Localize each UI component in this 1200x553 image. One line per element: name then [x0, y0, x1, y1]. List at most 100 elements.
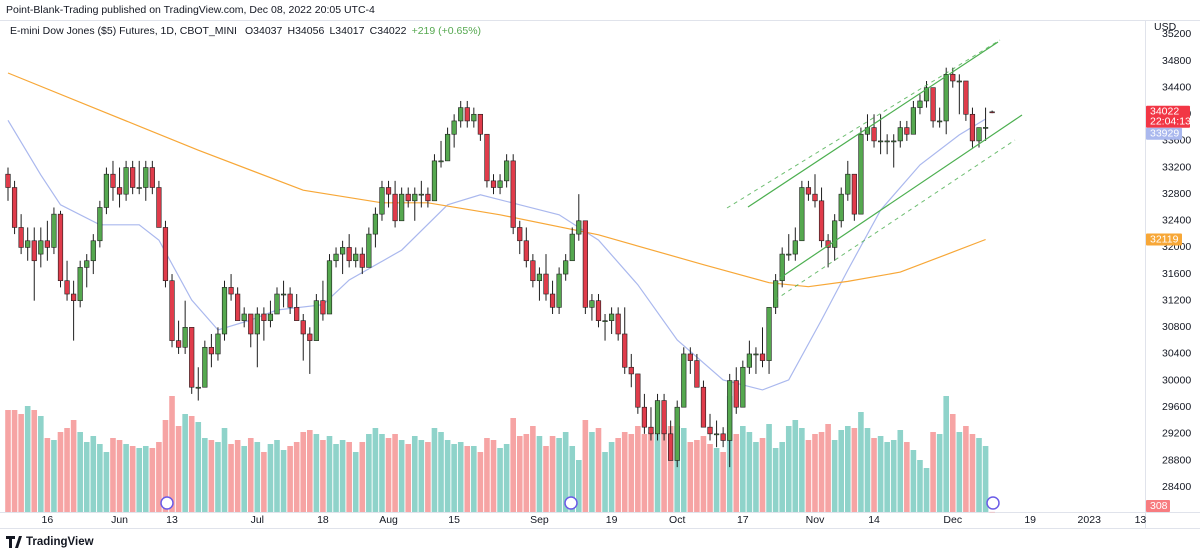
volume-bar — [471, 446, 477, 512]
volume-bar — [18, 414, 24, 512]
candle-body — [582, 220, 588, 308]
candle-body — [628, 366, 634, 375]
candle-body — [287, 293, 293, 308]
candle-body — [956, 80, 962, 83]
volume-bar — [457, 442, 464, 512]
candle-body — [884, 140, 890, 143]
candle-body — [182, 327, 188, 348]
candle-body — [221, 287, 228, 335]
volume-bar — [188, 416, 195, 512]
volume-bar — [799, 428, 805, 512]
candle-body — [379, 187, 385, 215]
volume-bar — [497, 448, 503, 512]
volume-bar — [707, 444, 713, 512]
header-text: Point-Blank-Trading published on Trading… — [6, 4, 375, 16]
volume-bar — [733, 434, 740, 512]
volume-bar — [44, 438, 51, 512]
volume-bar — [851, 428, 858, 512]
candle-body — [274, 293, 280, 315]
candle-body — [392, 193, 398, 222]
volume-bar — [31, 410, 38, 512]
x-tick-label: Jul — [251, 514, 264, 526]
volume-bar — [897, 430, 904, 512]
volume-bar — [654, 434, 661, 512]
candle-body — [779, 253, 785, 282]
candle-body — [123, 167, 129, 195]
candle-body — [792, 240, 798, 255]
volume-bar — [228, 444, 234, 512]
candle-body — [235, 293, 241, 321]
volume-bar — [904, 442, 910, 512]
candle-body — [595, 300, 602, 321]
volume-bar — [405, 444, 412, 512]
volume-bar — [326, 436, 333, 512]
volume-bar — [602, 452, 608, 512]
candle-body — [71, 293, 77, 301]
candle-body — [733, 380, 739, 408]
volume-bar — [871, 438, 877, 512]
volume-bar — [674, 426, 681, 512]
volume-bar — [162, 420, 169, 512]
volume-bar — [431, 428, 438, 512]
volume-bar — [589, 432, 595, 512]
candle-body — [84, 260, 90, 268]
channel-upper — [747, 41, 999, 208]
event-icons — [160, 496, 1000, 510]
candle-body — [202, 346, 208, 388]
candle-body — [943, 74, 949, 122]
y-tick-label: 33200 — [1162, 161, 1191, 173]
volume-bar — [628, 434, 635, 512]
candle-body — [130, 167, 136, 188]
candle-body — [320, 300, 326, 315]
volume-bar — [51, 440, 57, 512]
candle-body — [280, 293, 287, 296]
volume-bar — [759, 438, 766, 512]
candle-body — [950, 74, 956, 82]
y-tick-label: 32800 — [1162, 188, 1191, 200]
volume-bar — [680, 428, 687, 512]
volume-bar — [569, 446, 576, 512]
channel-upper-dashed — [726, 39, 1001, 209]
volume-bar — [936, 434, 943, 512]
volume-bar — [208, 440, 215, 512]
candle-body — [563, 260, 569, 275]
candle-body — [241, 313, 247, 321]
candle-body — [156, 187, 162, 228]
currency-label: USD — [1154, 21, 1177, 33]
candle-body — [372, 213, 379, 235]
volume-bar — [720, 452, 726, 512]
x-tick-label: Dec — [943, 514, 962, 526]
volume-bar — [267, 444, 274, 512]
volume-bar — [779, 442, 785, 512]
candle-body — [713, 433, 720, 436]
volume-bar — [11, 410, 18, 512]
candle-body — [215, 333, 221, 355]
volume-bar — [64, 428, 70, 512]
x-tick-label: 17 — [737, 514, 749, 526]
volume-bar — [825, 424, 831, 512]
candle-body — [149, 167, 155, 188]
candle-body — [838, 193, 844, 222]
volume-bar — [38, 416, 44, 512]
candle-body — [858, 133, 864, 215]
candle-body — [326, 260, 333, 315]
candle-body — [609, 313, 615, 321]
candle-body — [812, 193, 818, 202]
candle-body — [877, 140, 884, 143]
candle-body — [103, 173, 110, 208]
ma-tag — [1146, 233, 1182, 246]
volume-bar — [103, 452, 110, 512]
candle-body — [504, 160, 510, 182]
volume-bar — [667, 426, 674, 512]
candle-body — [937, 120, 943, 123]
candle-body — [307, 333, 313, 341]
volume-bar — [923, 468, 930, 512]
volume-bar — [366, 434, 372, 512]
x-tick-label: 18 — [317, 514, 329, 526]
candle-body — [805, 187, 812, 195]
candle-body — [38, 240, 44, 255]
candle-body — [195, 386, 201, 389]
volume-bar — [884, 442, 890, 512]
candle-body — [543, 273, 549, 295]
